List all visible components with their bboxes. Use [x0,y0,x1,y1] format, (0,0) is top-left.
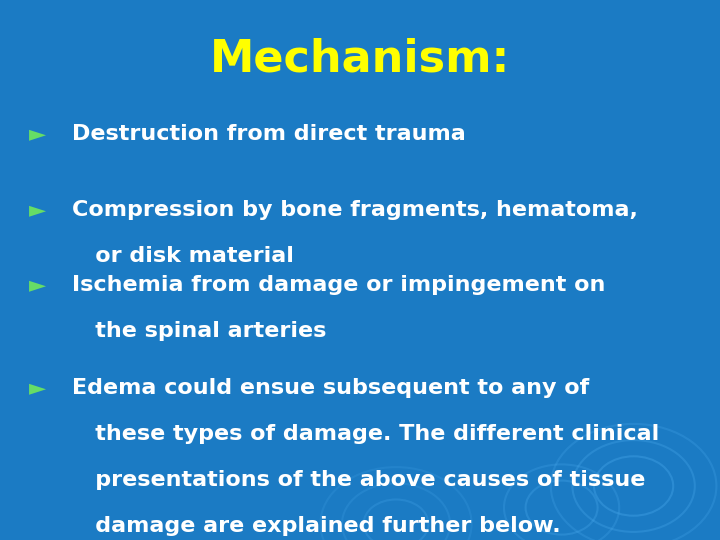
Text: ►: ► [29,200,46,220]
Text: Edema could ensue subsequent to any of: Edema could ensue subsequent to any of [72,378,589,398]
Text: presentations of the above causes of tissue: presentations of the above causes of tis… [72,470,645,490]
Text: Compression by bone fragments, hematoma,: Compression by bone fragments, hematoma, [72,200,638,220]
Text: damage are explained further below.: damage are explained further below. [72,516,561,536]
Text: Ischemia from damage or impingement on: Ischemia from damage or impingement on [72,275,606,295]
Text: ►: ► [29,378,46,398]
Text: Mechanism:: Mechanism: [210,38,510,81]
Text: Destruction from direct trauma: Destruction from direct trauma [72,124,466,144]
Text: these types of damage. The different clinical: these types of damage. The different cli… [72,424,660,444]
Text: ►: ► [29,124,46,144]
Text: or disk material: or disk material [72,246,294,266]
Text: the spinal arteries: the spinal arteries [72,321,326,341]
Text: ►: ► [29,275,46,295]
